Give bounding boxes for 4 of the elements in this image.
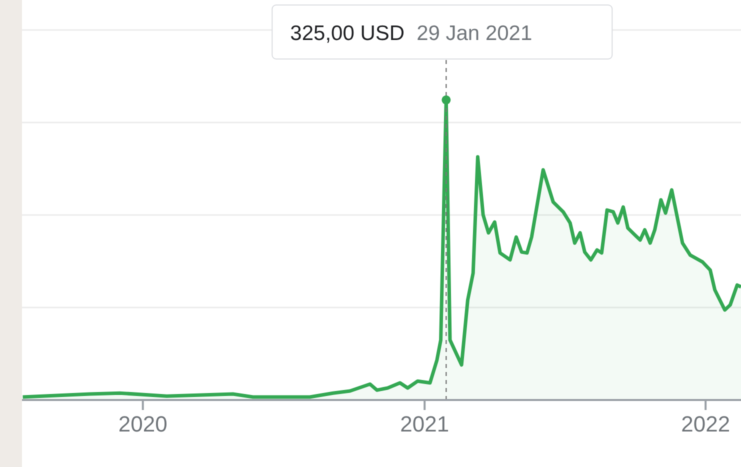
x-tick-label: 2021 (400, 412, 450, 437)
tooltip-box: 325,00 USD 29 Jan 2021 (272, 4, 613, 60)
x-tick-label: 2022 (681, 412, 730, 437)
x-tick-label: 2020 (118, 412, 168, 437)
